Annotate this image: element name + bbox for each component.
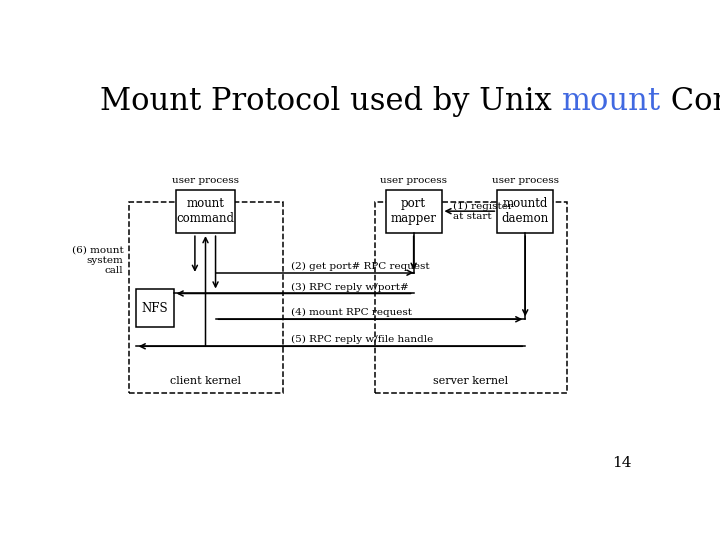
Bar <box>136 289 174 327</box>
Text: client kernel: client kernel <box>171 376 241 386</box>
Text: user process: user process <box>172 177 239 185</box>
Text: NFS: NFS <box>141 301 168 314</box>
Text: mount: mount <box>562 85 661 117</box>
Text: Command: Command <box>661 85 720 117</box>
Text: user process: user process <box>380 177 447 185</box>
Text: port
mapper: port mapper <box>391 197 436 225</box>
Text: (4) mount RPC request: (4) mount RPC request <box>291 308 412 317</box>
Text: server kernel: server kernel <box>433 376 508 386</box>
Bar <box>129 202 282 393</box>
Text: Mount Protocol used by Unix: Mount Protocol used by Unix <box>100 85 562 117</box>
Bar <box>498 190 553 233</box>
Bar <box>374 202 567 393</box>
Text: (6) mount
system
call: (6) mount system call <box>72 245 124 275</box>
Text: mount
command: mount command <box>177 197 235 225</box>
Text: user process: user process <box>492 177 559 185</box>
Text: (3) RPC reply w/port#: (3) RPC reply w/port# <box>291 283 409 292</box>
Text: (1) register
at start: (1) register at start <box>453 201 513 221</box>
Bar <box>176 190 235 233</box>
Text: (5) RPC reply w/file handle: (5) RPC reply w/file handle <box>291 335 433 344</box>
Text: mountd
daemon: mountd daemon <box>502 197 549 225</box>
Bar <box>386 190 441 233</box>
Text: (2) get port# RPC request: (2) get port# RPC request <box>291 261 430 271</box>
Text: 14: 14 <box>612 456 631 470</box>
